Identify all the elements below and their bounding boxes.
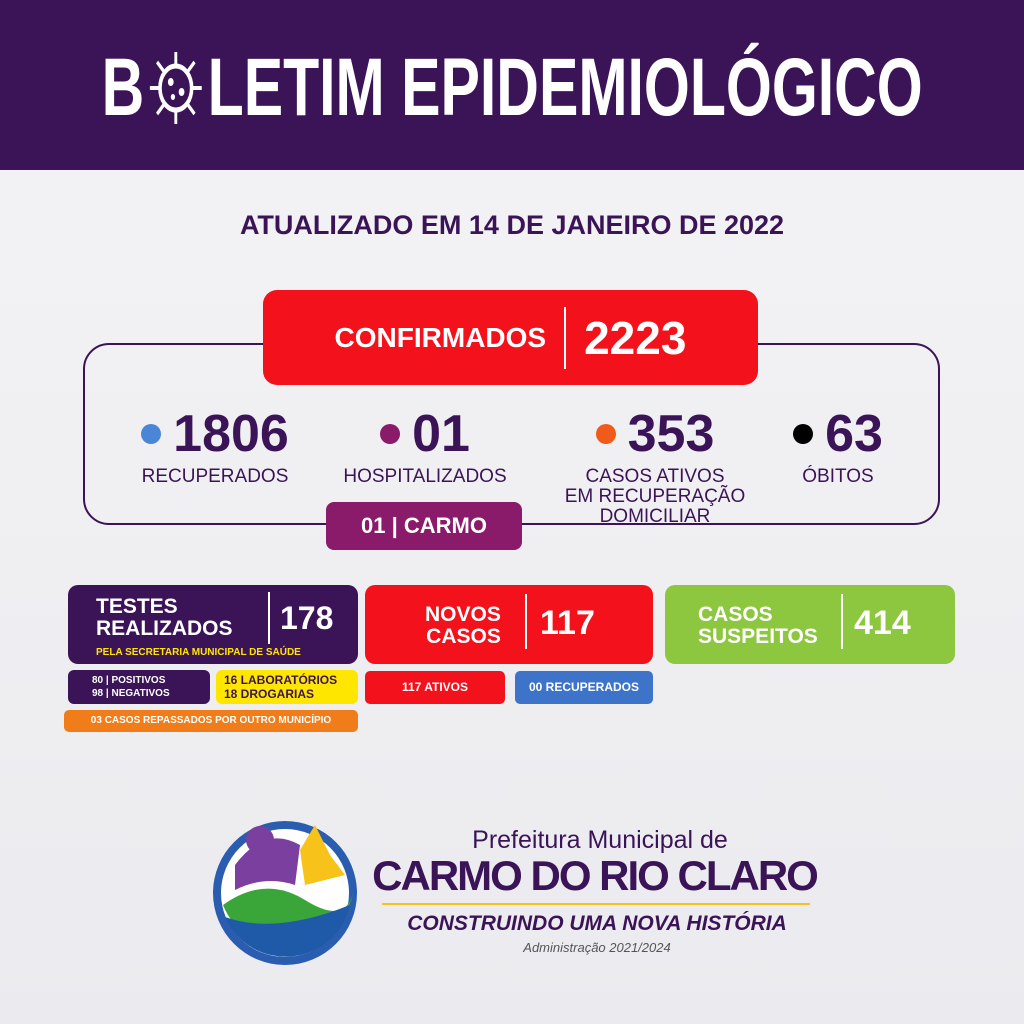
new-cases-value: 117 bbox=[540, 604, 595, 642]
new-cases-label-line: NOVOS bbox=[425, 603, 501, 626]
stat-value: 1806 bbox=[173, 405, 289, 463]
footer-admin: Administração 2021/2024 bbox=[523, 940, 671, 955]
stat-label-line: CASOS ATIVOS bbox=[585, 466, 725, 487]
suspected-value: 414 bbox=[854, 604, 911, 642]
title-start: B bbox=[101, 41, 145, 133]
confirmed-label: CONFIRMADOS bbox=[334, 321, 547, 353]
suspected-box bbox=[665, 585, 955, 664]
stat-label-line: HOSPITALIZADOS bbox=[343, 466, 507, 487]
stat-dot bbox=[141, 424, 162, 444]
new-cases-box bbox=[365, 585, 653, 664]
confirmed-value: 2223 bbox=[584, 311, 687, 364]
stat-label: HOSPITALIZADOS bbox=[315, 467, 535, 487]
title-end: LETIM EPIDEMIOLÓGICO bbox=[207, 41, 923, 133]
new-cases-label: NOVOS CASOS bbox=[425, 604, 501, 648]
rule bbox=[382, 903, 810, 905]
tests-note: PELA SECRETARIA MUNICIPAL DE SAÚDE bbox=[96, 647, 301, 658]
stat-label-line: DOMICILIAR bbox=[599, 506, 711, 527]
stat: 1806 RECUPERADOS bbox=[105, 405, 325, 487]
stat-dot bbox=[793, 424, 814, 444]
suspected-label: CASOS SUSPEITOS bbox=[698, 604, 818, 648]
stat: 353 CASOS ATIVOS EM RECUPERAÇÃO DOMICILIAR bbox=[545, 405, 765, 527]
stat-dot bbox=[380, 424, 401, 444]
updated: ATUALIZADO EM 14 DE JANEIRO DE 2022 bbox=[239, 210, 785, 240]
stat-label-line: ÓBITOS bbox=[802, 466, 874, 487]
logo bbox=[213, 821, 357, 965]
footer-city: CARMO DO RIO CLARO bbox=[372, 852, 819, 899]
transferred: 03 CASOS REPASSADOS POR OUTRO MUNICÍPIO bbox=[64, 710, 358, 732]
stat: 01 HOSPITALIZADOS bbox=[315, 405, 535, 487]
stat-label-line: RECUPERADOS bbox=[141, 466, 289, 487]
tests-place: 16 LABORATÓRIOS bbox=[224, 673, 338, 687]
hospital-badge: 01 | CARMO bbox=[326, 502, 522, 550]
stat-label-line: EM RECUPERAÇÃO bbox=[564, 486, 746, 507]
stat-value: 01 bbox=[412, 405, 470, 463]
divider bbox=[841, 594, 843, 649]
stat-label: CASOS ATIVOS EM RECUPERAÇÃO DOMICILIAR bbox=[545, 467, 765, 527]
footer-slogan: CONSTRUINDO UMA NOVA HISTÓRIA bbox=[407, 912, 787, 935]
suspected-label-line: CASOS bbox=[698, 603, 773, 626]
tests-result: 80 | POSITIVOS bbox=[92, 675, 166, 686]
tests-result: 98 | NEGATIVOS bbox=[92, 688, 170, 699]
tests-value: 178 bbox=[280, 600, 334, 636]
stat-value: 63 bbox=[825, 405, 883, 463]
divider bbox=[564, 306, 567, 369]
new-recovered: 00 RECUPERADOS bbox=[515, 671, 653, 704]
divider bbox=[525, 594, 527, 649]
suspected-label-line: SUSPEITOS bbox=[698, 625, 818, 648]
footer-line1: Prefeitura Municipal de bbox=[472, 826, 728, 854]
stat-row: 353 bbox=[545, 405, 765, 463]
stat: 63 ÓBITOS bbox=[728, 405, 948, 487]
tests-box bbox=[68, 585, 358, 664]
title: B LETIM EPIDEMIOLÓGICO bbox=[0, 40, 1024, 135]
stat-row: 1806 bbox=[105, 405, 325, 463]
stat-label: RECUPERADOS bbox=[105, 467, 325, 487]
tests-label-line: TESTES bbox=[96, 595, 178, 618]
confirmed-box: CONFIRMADOS 2223 bbox=[263, 290, 758, 385]
divider bbox=[268, 592, 270, 644]
virus-icon bbox=[149, 51, 202, 124]
stat-dot bbox=[595, 424, 616, 444]
stat-row: 01 bbox=[315, 405, 535, 463]
stat-row: 63 bbox=[728, 405, 948, 463]
tests-places: 16 LABORATÓRIOS 18 DROGARIAS bbox=[216, 670, 358, 704]
new-active: 117 ATIVOS bbox=[365, 671, 505, 704]
stat-label: ÓBITOS bbox=[728, 467, 948, 487]
new-cases-label-line: CASOS bbox=[426, 625, 501, 648]
stat-value: 353 bbox=[627, 405, 715, 463]
tests-label-line: REALIZADOS bbox=[96, 617, 233, 640]
tests-place: 18 DROGARIAS bbox=[224, 687, 315, 701]
tests-label: TESTES REALIZADOS bbox=[96, 596, 233, 640]
tests-results: 80 | POSITIVOS 98 | NEGATIVOS bbox=[68, 670, 210, 704]
